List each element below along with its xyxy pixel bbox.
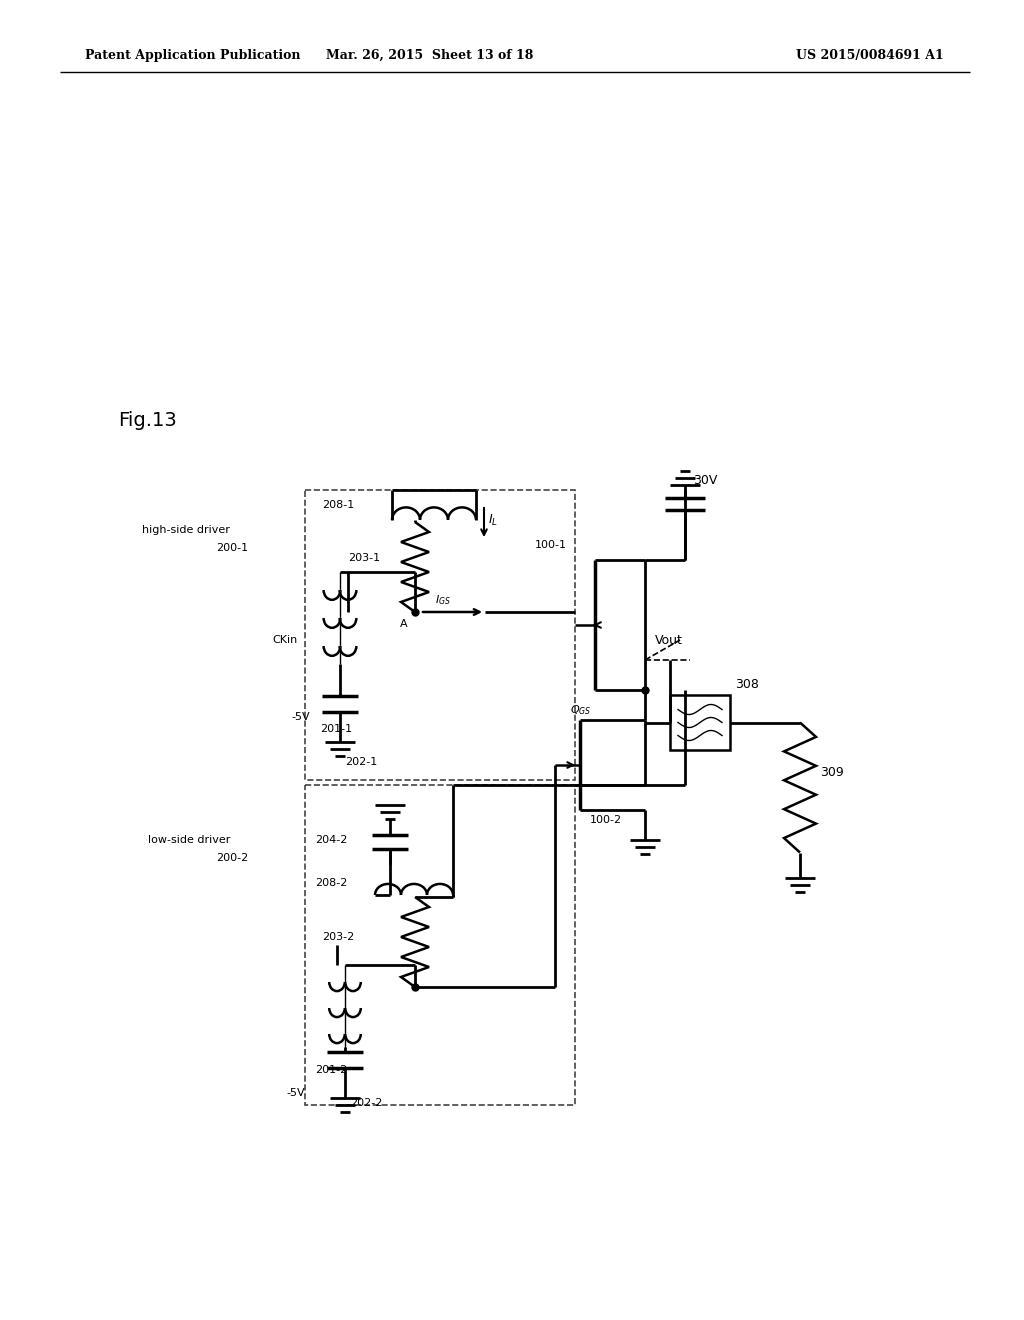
Text: $Q_{GS}$: $Q_{GS}$ <box>570 704 592 717</box>
Text: $I_{GS}$: $I_{GS}$ <box>435 593 451 607</box>
Text: 203-2: 203-2 <box>322 932 354 942</box>
Text: -5V: -5V <box>287 1088 305 1098</box>
Text: low-side driver: low-side driver <box>147 836 230 845</box>
Text: 208-1: 208-1 <box>322 500 354 510</box>
Text: $I_L$: $I_L$ <box>488 512 498 528</box>
Text: 30V: 30V <box>693 474 718 487</box>
Text: 200-2: 200-2 <box>216 853 248 863</box>
Text: 202-1: 202-1 <box>345 756 377 767</box>
Text: high-side driver: high-side driver <box>142 525 230 535</box>
Text: 308: 308 <box>735 678 759 692</box>
Text: 208-2: 208-2 <box>315 878 347 888</box>
Text: 201-1: 201-1 <box>319 723 352 734</box>
Text: 200-1: 200-1 <box>216 543 248 553</box>
Text: -5V: -5V <box>292 711 310 722</box>
Text: Fig.13: Fig.13 <box>118 411 177 429</box>
Text: CKin: CKin <box>272 635 298 645</box>
Text: A: A <box>400 619 408 630</box>
Text: 202-2: 202-2 <box>350 1098 382 1107</box>
Bar <box>670 696 730 750</box>
Text: Mar. 26, 2015  Sheet 13 of 18: Mar. 26, 2015 Sheet 13 of 18 <box>327 49 534 62</box>
Text: 201-2: 201-2 <box>315 1065 347 1074</box>
Text: 100-1: 100-1 <box>535 540 567 550</box>
Text: 203-1: 203-1 <box>348 553 380 564</box>
Text: 204-2: 204-2 <box>315 836 347 845</box>
Text: 100-2: 100-2 <box>590 814 623 825</box>
Text: US 2015/0084691 A1: US 2015/0084691 A1 <box>796 49 944 62</box>
Text: Patent Application Publication: Patent Application Publication <box>85 49 300 62</box>
Text: Vout: Vout <box>655 634 683 647</box>
Text: 309: 309 <box>820 766 844 779</box>
